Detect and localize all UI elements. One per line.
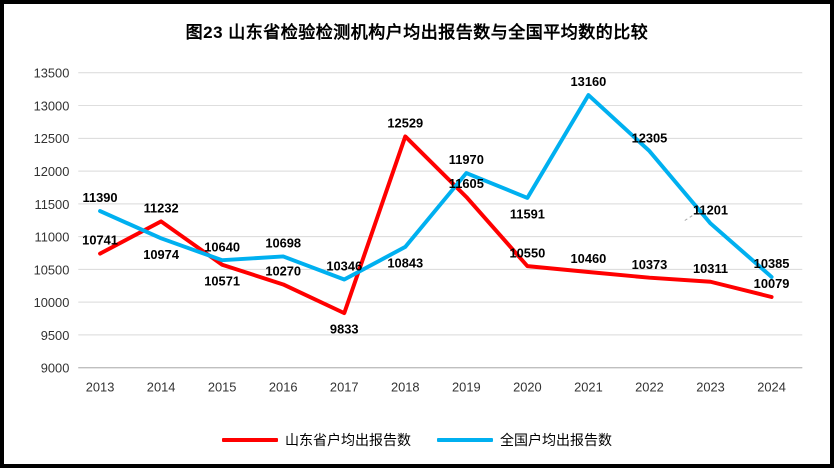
y-tick-label: 10000 (34, 295, 70, 310)
data-label-shandong-2015: 10571 (204, 273, 240, 288)
data-label-national-2018: 10843 (387, 256, 423, 271)
data-label-national-2024: 10385 (754, 256, 790, 271)
chart-title: 图23 山东省检验检测机构户均出报告数与全国平均数的比较 (185, 23, 649, 42)
y-tick-label: 11500 (35, 197, 70, 212)
y-tick-label: 9000 (41, 361, 70, 376)
legend-label-national: 全国户均出报告数 (500, 432, 612, 448)
y-tick-label: 12000 (34, 164, 70, 179)
y-tick-label: 11000 (35, 230, 70, 245)
y-tick-label: 10500 (34, 262, 70, 277)
data-label-shandong-2024: 10079 (754, 276, 790, 291)
data-label-shandong-2013: 10741 (82, 233, 118, 248)
data-label-national-2016: 10698 (265, 236, 301, 251)
data-label-shandong-2018: 12529 (387, 116, 423, 131)
y-tick-label: 13000 (34, 99, 70, 114)
series-line-shandong (98, 134, 774, 316)
x-tick-label: 2018 (391, 379, 420, 394)
data-label-shandong-2021: 10460 (571, 251, 607, 266)
data-label-national-2013: 11390 (83, 190, 118, 205)
x-tick-label: 2022 (635, 379, 664, 394)
line-chart-canvas: 9000 9500 10000 10500 11000 11500 12000 12500 13… (34, 66, 803, 394)
data-label-shandong-2019: 11605 (449, 176, 484, 191)
x-tick-label: 2017 (330, 379, 359, 394)
data-label-national-2021: 13160 (571, 74, 607, 89)
data-label-shandong-2020: 10550 (509, 245, 545, 260)
data-label-national-2022: 12305 (632, 130, 668, 145)
legend-item-shandong: 山东省户均出报告数 (222, 430, 411, 450)
data-label-national-2015: 10640 (204, 239, 240, 254)
data-label-shandong-2023: 10311 (693, 261, 728, 276)
y-tick-label: 12500 (34, 131, 70, 146)
data-label-shandong-2022: 10373 (632, 257, 668, 272)
x-tick-label: 2015 (208, 379, 237, 394)
x-tick-label: 2024 (757, 379, 786, 394)
x-tick-label: 2013 (86, 379, 115, 394)
legend-item-national: 全国户均出报告数 (437, 430, 612, 450)
legend-label-shandong: 山东省户均出报告数 (285, 432, 411, 448)
legend-line-sample-blue (437, 438, 493, 442)
data-label-national-2017: 10346 (326, 259, 362, 274)
x-tick-label: 2019 (452, 379, 481, 394)
x-tick-label: 2016 (269, 379, 298, 394)
data-label-shandong-2017: 9833 (330, 322, 359, 337)
data-label-national-2020: 11591 (510, 207, 545, 222)
y-tick-label: 9500 (41, 328, 70, 343)
data-label-shandong-2014: 11232 (144, 201, 179, 216)
data-label-national-2014: 10974 (143, 247, 180, 262)
legend-line-sample-red (222, 438, 278, 442)
y-tick-label: 13500 (34, 66, 70, 81)
x-tick-label: 2020 (513, 379, 542, 394)
data-label-national-2019: 11970 (449, 152, 484, 167)
chart-legend: 山东省户均出报告数 全国户均出报告数 (4, 430, 830, 450)
x-tick-label: 2014 (147, 379, 176, 394)
series-line-national (98, 93, 774, 282)
x-tick-label: 2023 (696, 379, 725, 394)
x-tick-label: 2021 (574, 379, 603, 394)
data-label-national-2023: 11201 (693, 203, 728, 218)
data-label-shandong-2016: 10270 (265, 264, 301, 279)
